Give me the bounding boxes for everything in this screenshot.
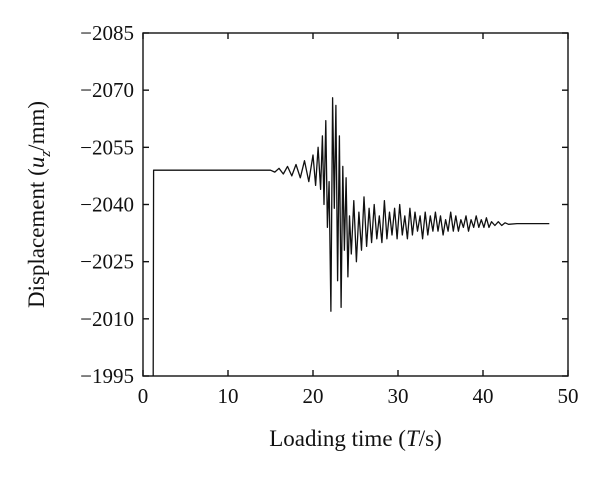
x-tick-label: 30 [388,384,409,408]
x-tick-label: 50 [558,384,579,408]
x-tick-label: 10 [218,384,239,408]
y-tick-label: −2040 [80,193,134,217]
x-tick-label: 20 [303,384,324,408]
y-tick-label: −2010 [80,307,134,331]
displacement-series-line [152,97,550,377]
y-tick-label: −2070 [80,78,134,102]
y-tick-label: −2055 [80,135,134,159]
y-tick-label: −2025 [80,250,134,274]
y-tick-label: −2085 [80,21,134,45]
x-tick-label: 0 [138,384,149,408]
y-axis-title: Displacement (uz/mm) [24,101,54,308]
plot-frame [142,32,569,377]
x-tick-label: 40 [473,384,494,408]
y-tick-label: −1995 [80,364,134,388]
x-axis-title: Loading time (T/s) [269,426,441,451]
